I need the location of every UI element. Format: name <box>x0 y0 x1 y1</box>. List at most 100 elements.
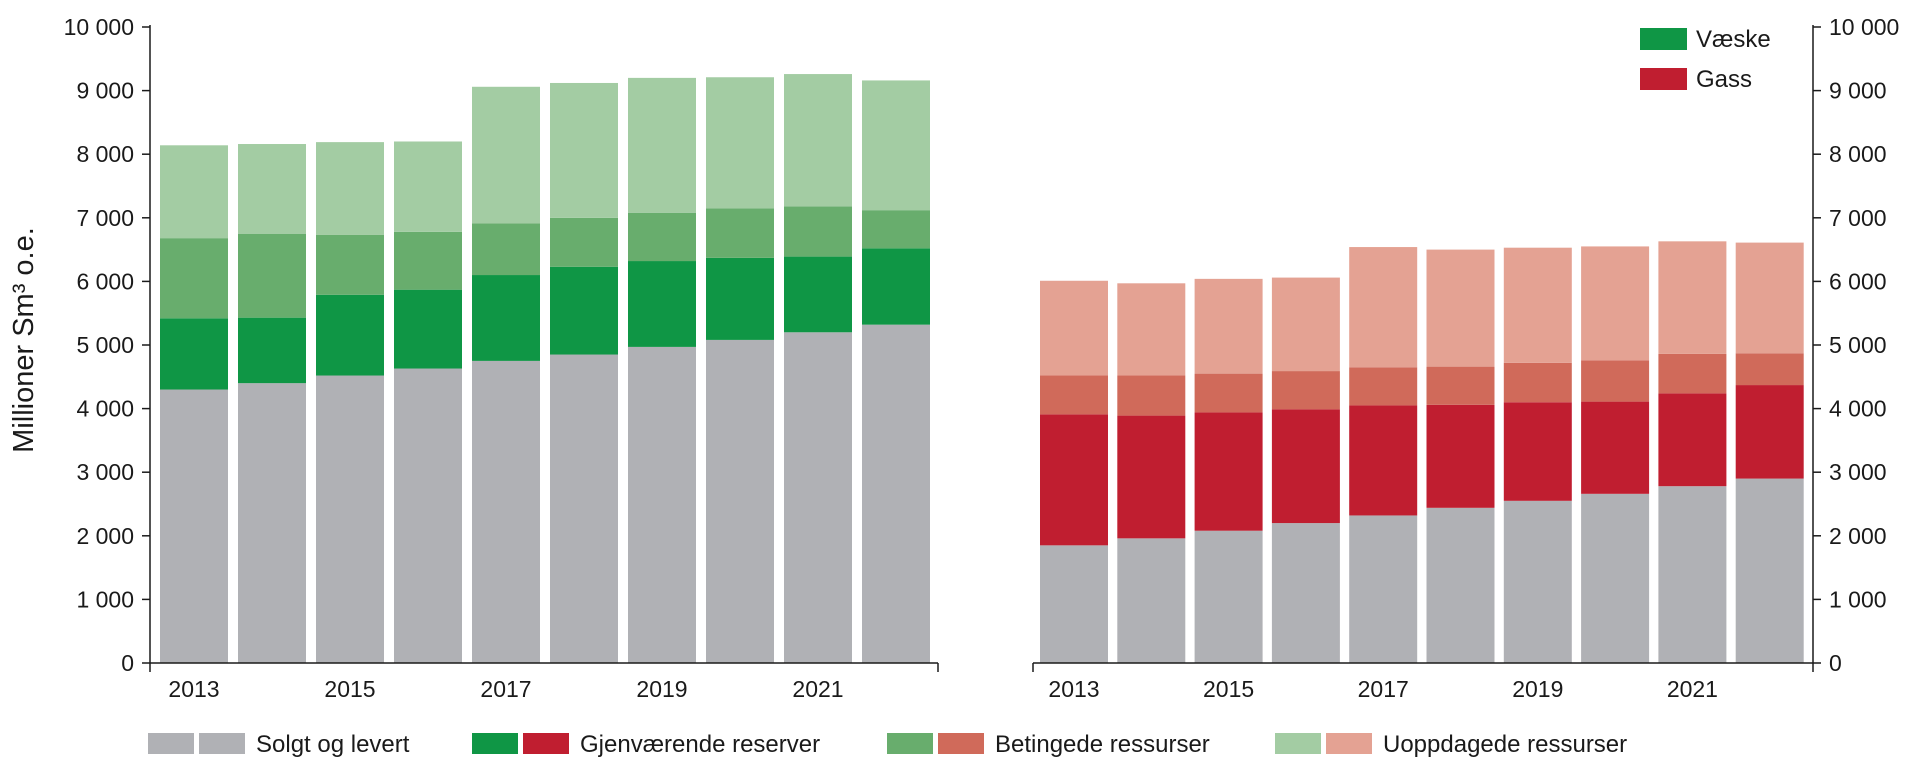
liquid-y-tick-label: 9 000 <box>76 78 134 104</box>
liquid-bar-2021-segment-2 <box>784 206 852 257</box>
gas-bar-2019-segment-2 <box>1503 362 1572 403</box>
gas-bar-2017-segment-3 <box>1349 247 1418 368</box>
gas-bar-2021-segment-3 <box>1658 241 1727 354</box>
legend-bottom-label: Betingede ressurser <box>995 731 1210 758</box>
legend-bottom-label: Gjenværende reserver <box>580 731 820 758</box>
gas-y-tick-label: 6 000 <box>1829 268 1887 294</box>
gas-bar-2020-segment-0 <box>1581 493 1650 663</box>
liquid-x-tick-label: 2021 <box>792 676 843 702</box>
gas-y-tick-label: 9 000 <box>1829 78 1887 104</box>
gas-y-tick-label: 8 000 <box>1829 141 1887 167</box>
gas-y-tick-label: 7 000 <box>1829 205 1887 231</box>
gas-bar-2016-segment-3 <box>1271 277 1340 372</box>
liquid-bar-2015-segment-0 <box>316 375 384 663</box>
gas-y-tick-label: 10 000 <box>1829 14 1899 40</box>
liquid-chart-panel: 0 1 000 2 000 3 000 4 000 5 000 6 000 7 000 8 00… <box>64 14 939 702</box>
y-axis-title: Millioner Sm³ o.e. <box>8 227 40 453</box>
gas-bar-2015-segment-3 <box>1194 278 1263 374</box>
legend-bottom-swatch <box>199 733 245 754</box>
legend-top-label: Væske <box>1696 26 1771 53</box>
liquid-bar-2019-segment-0 <box>628 346 696 663</box>
gas-y-tick-label: 5 000 <box>1829 332 1887 358</box>
liquid-y-tick-label: 10 000 <box>64 14 134 40</box>
gas-bar-2018-segment-3 <box>1426 249 1495 367</box>
legend-bottom: Solgt og levert Gjenværende reserver Betin… <box>148 731 1627 758</box>
gas-bar-2013-segment-2 <box>1040 375 1108 415</box>
liquid-bar-2020-segment-0 <box>706 339 774 663</box>
liquid-y-tick-label: 3 000 <box>76 459 134 485</box>
liquid-bar-2018-segment-2 <box>550 217 618 267</box>
gas-bar-2018-segment-2 <box>1426 366 1495 405</box>
liquid-y-tick-label: 1 000 <box>76 586 134 612</box>
liquid-y-tick-label: 0 <box>121 650 134 676</box>
liquid-bar-2013-segment-1 <box>160 318 228 390</box>
liquid-bar-2015-segment-3 <box>316 142 384 235</box>
liquid-bar-2015-segment-2 <box>316 234 384 295</box>
gas-bar-2022-segment-0 <box>1735 478 1804 663</box>
legend-bottom-swatch <box>523 733 569 754</box>
gas-bar-2020-segment-2 <box>1581 360 1650 402</box>
legend-bottom-swatch <box>1275 733 1321 754</box>
gas-bar-2016-segment-1 <box>1271 409 1340 524</box>
liquid-bar-2013-segment-0 <box>160 389 228 663</box>
gas-bar-2017-segment-2 <box>1349 367 1418 406</box>
gas-bar-2022-segment-2 <box>1735 353 1804 386</box>
liquid-bar-2017-segment-0 <box>472 360 540 663</box>
liquid-bar-2022-segment-1 <box>862 248 930 325</box>
gas-chart-panel: 0 1 000 2 000 3 000 4 000 5 000 6 000 7 000 8 00… <box>1032 14 1899 702</box>
gas-bar-2016-segment-2 <box>1271 371 1340 410</box>
gas-y-tick-label: 3 000 <box>1829 459 1887 485</box>
liquid-x-tick-label: 2015 <box>324 676 375 702</box>
liquid-y-tick-label: 5 000 <box>76 332 134 358</box>
liquid-bar-2019-segment-1 <box>628 261 696 347</box>
liquid-y-tick-label: 2 000 <box>76 523 134 549</box>
gas-bar-2014-segment-1 <box>1117 415 1186 539</box>
gas-y-tick-label: 2 000 <box>1829 523 1887 549</box>
liquid-bar-2014-segment-3 <box>238 144 306 234</box>
liquid-x-tick-label: 2019 <box>636 676 687 702</box>
liquid-bar-2021-segment-1 <box>784 256 852 333</box>
liquid-bar-2014-segment-1 <box>238 317 306 384</box>
gas-x-tick-label: 2015 <box>1203 676 1254 702</box>
liquid-y-tick-label: 7 000 <box>76 205 134 231</box>
legend-top-swatch <box>1640 68 1687 90</box>
gas-bar-2013-segment-3 <box>1040 280 1108 376</box>
legend-top: Væske Gass <box>1640 26 1771 93</box>
liquid-bar-2016-segment-3 <box>394 141 462 232</box>
liquid-y-tick-label: 6 000 <box>76 268 134 294</box>
gas-bar-2014-segment-3 <box>1117 283 1186 376</box>
gas-bar-2021-segment-1 <box>1658 393 1727 487</box>
legend-bottom-swatch <box>938 733 984 754</box>
liquid-bar-2019-segment-3 <box>628 77 696 213</box>
gas-bar-2013-segment-0 <box>1040 545 1108 663</box>
gas-bar-2022-segment-3 <box>1735 242 1804 354</box>
gas-y-tick-label: 4 000 <box>1829 396 1887 422</box>
gas-bar-2015-segment-1 <box>1194 412 1263 531</box>
liquid-bar-2020-segment-3 <box>706 77 774 209</box>
liquid-bar-2021-segment-0 <box>784 332 852 663</box>
liquid-bar-2021-segment-3 <box>784 74 852 207</box>
gas-bar-2017-segment-0 <box>1349 515 1418 663</box>
gas-x-tick-label: 2017 <box>1358 676 1409 702</box>
gas-bar-2014-segment-0 <box>1117 538 1186 663</box>
liquid-bar-2016-segment-0 <box>394 368 462 663</box>
liquid-bar-2014-segment-0 <box>238 383 306 663</box>
gas-bar-2013-segment-1 <box>1040 414 1108 546</box>
gas-x-tick-label: 2019 <box>1512 676 1563 702</box>
liquid-bar-2015-segment-1 <box>316 294 384 376</box>
gas-y-tick-label: 1 000 <box>1829 586 1887 612</box>
liquid-bar-2022-segment-0 <box>862 324 930 663</box>
gas-bar-2022-segment-1 <box>1735 385 1804 479</box>
gas-bar-2014-segment-2 <box>1117 375 1186 416</box>
legend-top-swatch <box>1640 28 1687 50</box>
liquid-bar-2014-segment-2 <box>238 233 306 318</box>
legend-bottom-swatch <box>148 733 194 754</box>
liquid-bar-2020-segment-1 <box>706 257 774 340</box>
liquid-bar-2022-segment-2 <box>862 210 930 249</box>
liquid-x-tick-label: 2013 <box>168 676 219 702</box>
gas-bar-2015-segment-2 <box>1194 373 1263 413</box>
liquid-bar-2017-segment-1 <box>472 275 540 361</box>
liquid-bar-2013-segment-2 <box>160 238 228 319</box>
legend-bottom-label: Solgt og levert <box>256 731 410 758</box>
